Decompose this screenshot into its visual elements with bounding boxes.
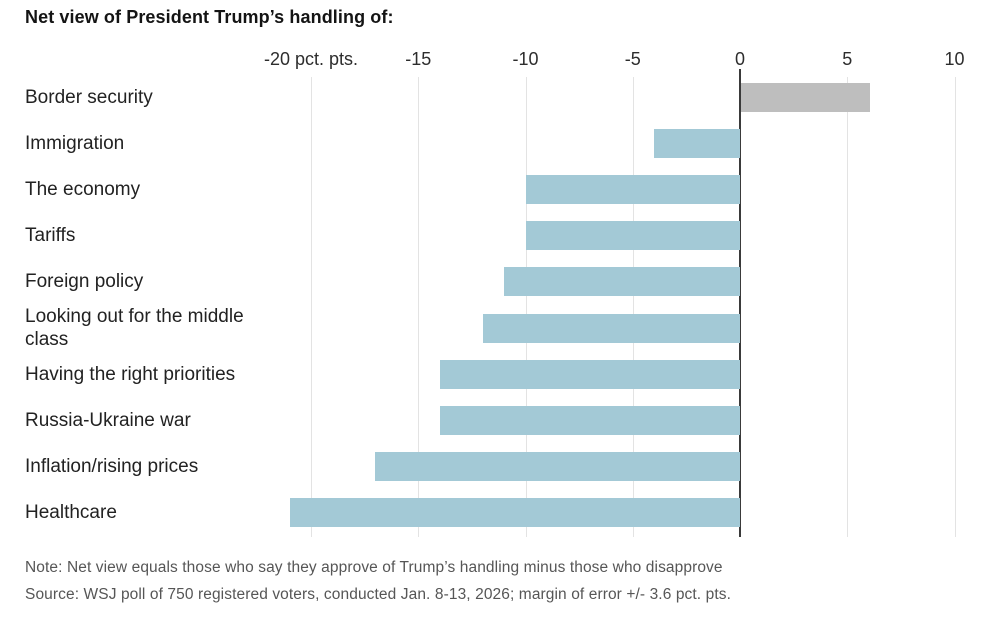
category-label: Tariffs <box>25 225 76 247</box>
axis-tick-label: -15 <box>405 49 432 69</box>
category-label: The economy <box>25 179 141 201</box>
axis-tick-label: 5 <box>842 49 853 69</box>
category-label: Looking out for the middle class <box>25 306 244 350</box>
bar <box>525 175 740 205</box>
gridline <box>525 77 527 537</box>
bar <box>525 221 740 251</box>
gridline <box>847 77 849 537</box>
axis-tick-label: -5 <box>624 49 641 69</box>
axis-tick-label: -10 <box>512 49 539 69</box>
bar <box>504 267 740 297</box>
gridline <box>632 77 634 537</box>
axis-tick-label: 0 <box>734 49 746 69</box>
category-label: Having the right priorities <box>25 363 236 385</box>
category-label: Border security <box>25 87 153 108</box>
chart-source: Source: WSJ poll of 750 registered voter… <box>25 586 732 603</box>
bar <box>482 313 740 343</box>
zero-baseline <box>739 69 741 537</box>
bar <box>375 451 740 481</box>
bar <box>654 129 740 159</box>
bar <box>439 359 740 389</box>
chart-title: Net view of President Trump’s handling o… <box>25 7 394 27</box>
bar <box>439 405 740 435</box>
gridline <box>418 77 420 537</box>
axis-tick-label: 10 <box>944 49 965 69</box>
axis-tick-label: -20 pct. pts. <box>263 49 359 69</box>
category-label: Healthcare <box>25 501 117 523</box>
category-label: Immigration <box>25 133 125 155</box>
category-label: Inflation/rising prices <box>25 455 199 477</box>
gridline <box>311 77 312 537</box>
chart-note: Note: Net view equals those who say they… <box>25 559 723 576</box>
category-label: Foreign policy <box>25 271 144 293</box>
category-label: Russia-Ukraine war <box>25 409 191 431</box>
bar <box>741 83 870 112</box>
gridline <box>954 77 956 537</box>
bar <box>289 497 740 527</box>
